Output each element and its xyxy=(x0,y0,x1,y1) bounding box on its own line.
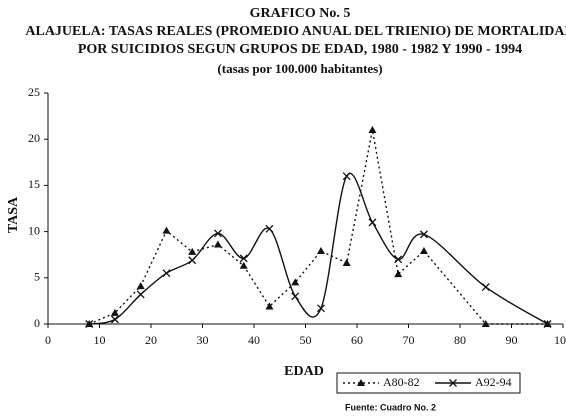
chart-subtitle: POR SUICIDIOS SEGUN GRUPOS DE EDAD, 1980… xyxy=(78,42,522,57)
marker xyxy=(394,255,403,264)
marker xyxy=(213,229,222,238)
chart-title: GRAFICO No. 5 xyxy=(250,6,351,21)
x-axis-label: EDAD xyxy=(284,364,324,379)
x-tick-label: 20 xyxy=(145,333,157,347)
marker xyxy=(265,302,274,310)
legend-label: A80-82 xyxy=(383,375,420,389)
marker xyxy=(110,308,119,316)
x-tick-label: 90 xyxy=(506,333,518,347)
marker xyxy=(162,269,171,278)
y-tick-label: 20 xyxy=(28,131,40,145)
y-tick-label: 15 xyxy=(28,177,40,191)
y-tick-label: 0 xyxy=(34,316,40,330)
chart-subtitle: (tasas por 100.000 habitantes) xyxy=(217,61,382,76)
marker xyxy=(291,292,300,301)
x-tick-label: 60 xyxy=(351,333,363,347)
y-axis-label: TASA xyxy=(6,196,21,233)
marker xyxy=(357,379,365,386)
legend-label: A92-94 xyxy=(475,375,512,389)
y-tick-label: 25 xyxy=(28,85,40,99)
marker xyxy=(136,290,145,299)
x-tick-label: 10 xyxy=(94,333,106,347)
x-tick-label: 80 xyxy=(454,333,466,347)
y-tick-label: 5 xyxy=(34,270,40,284)
marker xyxy=(188,256,197,265)
marker xyxy=(110,315,119,324)
marker xyxy=(368,218,377,227)
marker xyxy=(188,247,197,255)
marker xyxy=(316,247,325,255)
marker xyxy=(316,304,325,313)
marker xyxy=(368,125,377,133)
marker xyxy=(342,259,351,267)
marker xyxy=(265,224,274,233)
series-line xyxy=(88,129,548,325)
marker xyxy=(449,379,457,387)
marker xyxy=(239,254,248,263)
marker xyxy=(239,261,248,269)
series-line xyxy=(89,172,548,325)
x-tick-label: 30 xyxy=(197,333,209,347)
marker xyxy=(291,278,300,286)
marker xyxy=(481,320,490,327)
chart-subtitle: ALAJUELA: TASAS REALES (PROMEDIO ANUAL D… xyxy=(25,24,566,39)
x-tick-label: 70 xyxy=(403,333,415,347)
marker xyxy=(213,240,222,248)
y-tick-label: 10 xyxy=(28,223,40,237)
source: Fuente: Cuadro No. 2 xyxy=(345,402,436,412)
marker xyxy=(419,247,428,255)
marker xyxy=(419,230,428,239)
marker xyxy=(85,320,94,328)
x-tick-label: 100 xyxy=(554,333,566,347)
marker xyxy=(136,282,145,290)
x-tick-label: 50 xyxy=(300,333,312,347)
x-tick-label: 40 xyxy=(248,333,260,347)
marker xyxy=(394,270,403,278)
marker xyxy=(481,283,490,291)
marker xyxy=(342,172,351,181)
legend-box xyxy=(336,372,521,394)
x-tick-label: 0 xyxy=(45,333,51,347)
marker xyxy=(543,320,552,328)
marker xyxy=(162,226,171,234)
